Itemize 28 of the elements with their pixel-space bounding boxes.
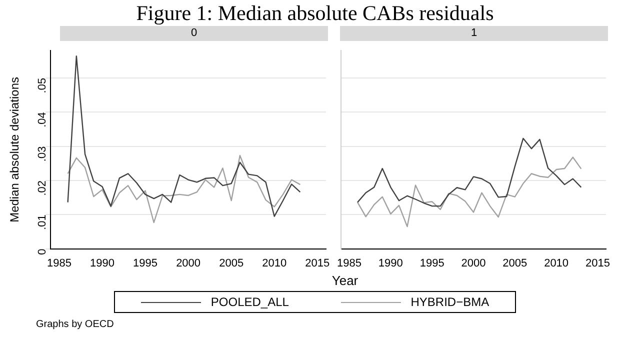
text: Graphs by OECD [36, 319, 115, 330]
x-tick-label: 2000 [461, 257, 486, 270]
x-tick-label: 2015 [585, 257, 610, 270]
y-tick-label: .05 [36, 78, 49, 94]
x-tick-label: 1990 [378, 257, 403, 270]
x-tick-label: 2010 [544, 257, 569, 270]
x-tick-label: 1995 [133, 257, 158, 270]
y-tick-label: .01 [36, 214, 49, 230]
chart-title: Figure 1: Median absolute CABs residuals [135, 0, 495, 26]
x-tick-label: 1985 [46, 257, 72, 270]
x-tick-label: 2005 [219, 257, 244, 270]
x-tick-label: 1995 [420, 257, 444, 270]
chart-subtitle: 1 [340, 26, 608, 41]
legend-label: POOLED_ALL [210, 295, 289, 309]
y-tick-label: .02 [36, 180, 49, 196]
legend-label: HYBRID−BMA [410, 295, 490, 309]
x-tick-label: 1985 [337, 257, 362, 270]
x-axis-title: Year [330, 273, 360, 289]
x-tick-label: 2005 [502, 257, 528, 270]
y-tick-label: .03 [36, 146, 49, 162]
x-tick-label: 2000 [176, 257, 201, 270]
y-tick-label: 0 [36, 248, 49, 255]
x-tick-label: 2015 [305, 257, 330, 270]
x-tick-label: 1990 [90, 257, 114, 270]
chart-subtitle: 0 [60, 26, 328, 41]
y-tick-label: .04 [36, 112, 49, 128]
y-axis-title: Median absolute deviations [8, 76, 22, 222]
x-tick-label: 2010 [262, 257, 287, 270]
